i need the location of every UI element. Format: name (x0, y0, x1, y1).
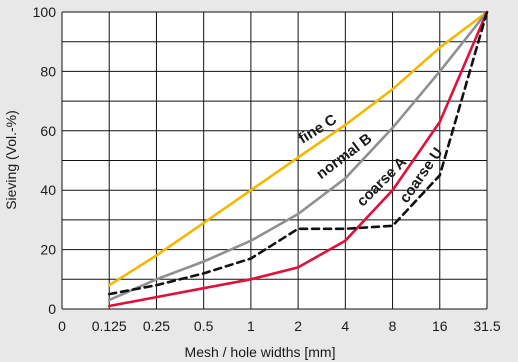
x-tick-label: 0.25 (143, 318, 170, 334)
series-line-coarse-U (107, 10, 489, 296)
y-axis-title: Sieving (Vol.-%) (3, 110, 19, 210)
y-tick-label: 0 (48, 301, 56, 317)
y-tick-label: 60 (40, 123, 56, 139)
y-tick-label: 80 (40, 63, 56, 79)
x-tick-label: 16 (432, 318, 448, 334)
x-tick-label: 31.5 (473, 318, 500, 334)
series-layer (107, 10, 489, 308)
y-tick-label: 20 (40, 242, 56, 258)
y-tick-label: 100 (33, 4, 57, 20)
x-tick-label: 1 (247, 318, 255, 334)
x-tick-label: 4 (341, 318, 349, 334)
x-axis-title: Mesh / hole widths [mm] (185, 344, 336, 360)
x-tick-label: 0 (58, 318, 66, 334)
x-tick-label: 2 (294, 318, 302, 334)
series-line-coarse-A (107, 10, 489, 308)
x-tick-label: 0.5 (194, 318, 214, 334)
x-tick-label: 0.125 (92, 318, 127, 334)
series-line-normal-B (107, 10, 489, 302)
series-line-fine-C (107, 10, 489, 287)
x-tick-label: 8 (389, 318, 397, 334)
y-tick-label: 40 (40, 182, 56, 198)
axis-layer: 0 0.125 0.25 0.5 1 2 4 8 16 31.5 0 20 40 60 80 100 (33, 4, 501, 334)
grid-layer (61, 11, 488, 310)
